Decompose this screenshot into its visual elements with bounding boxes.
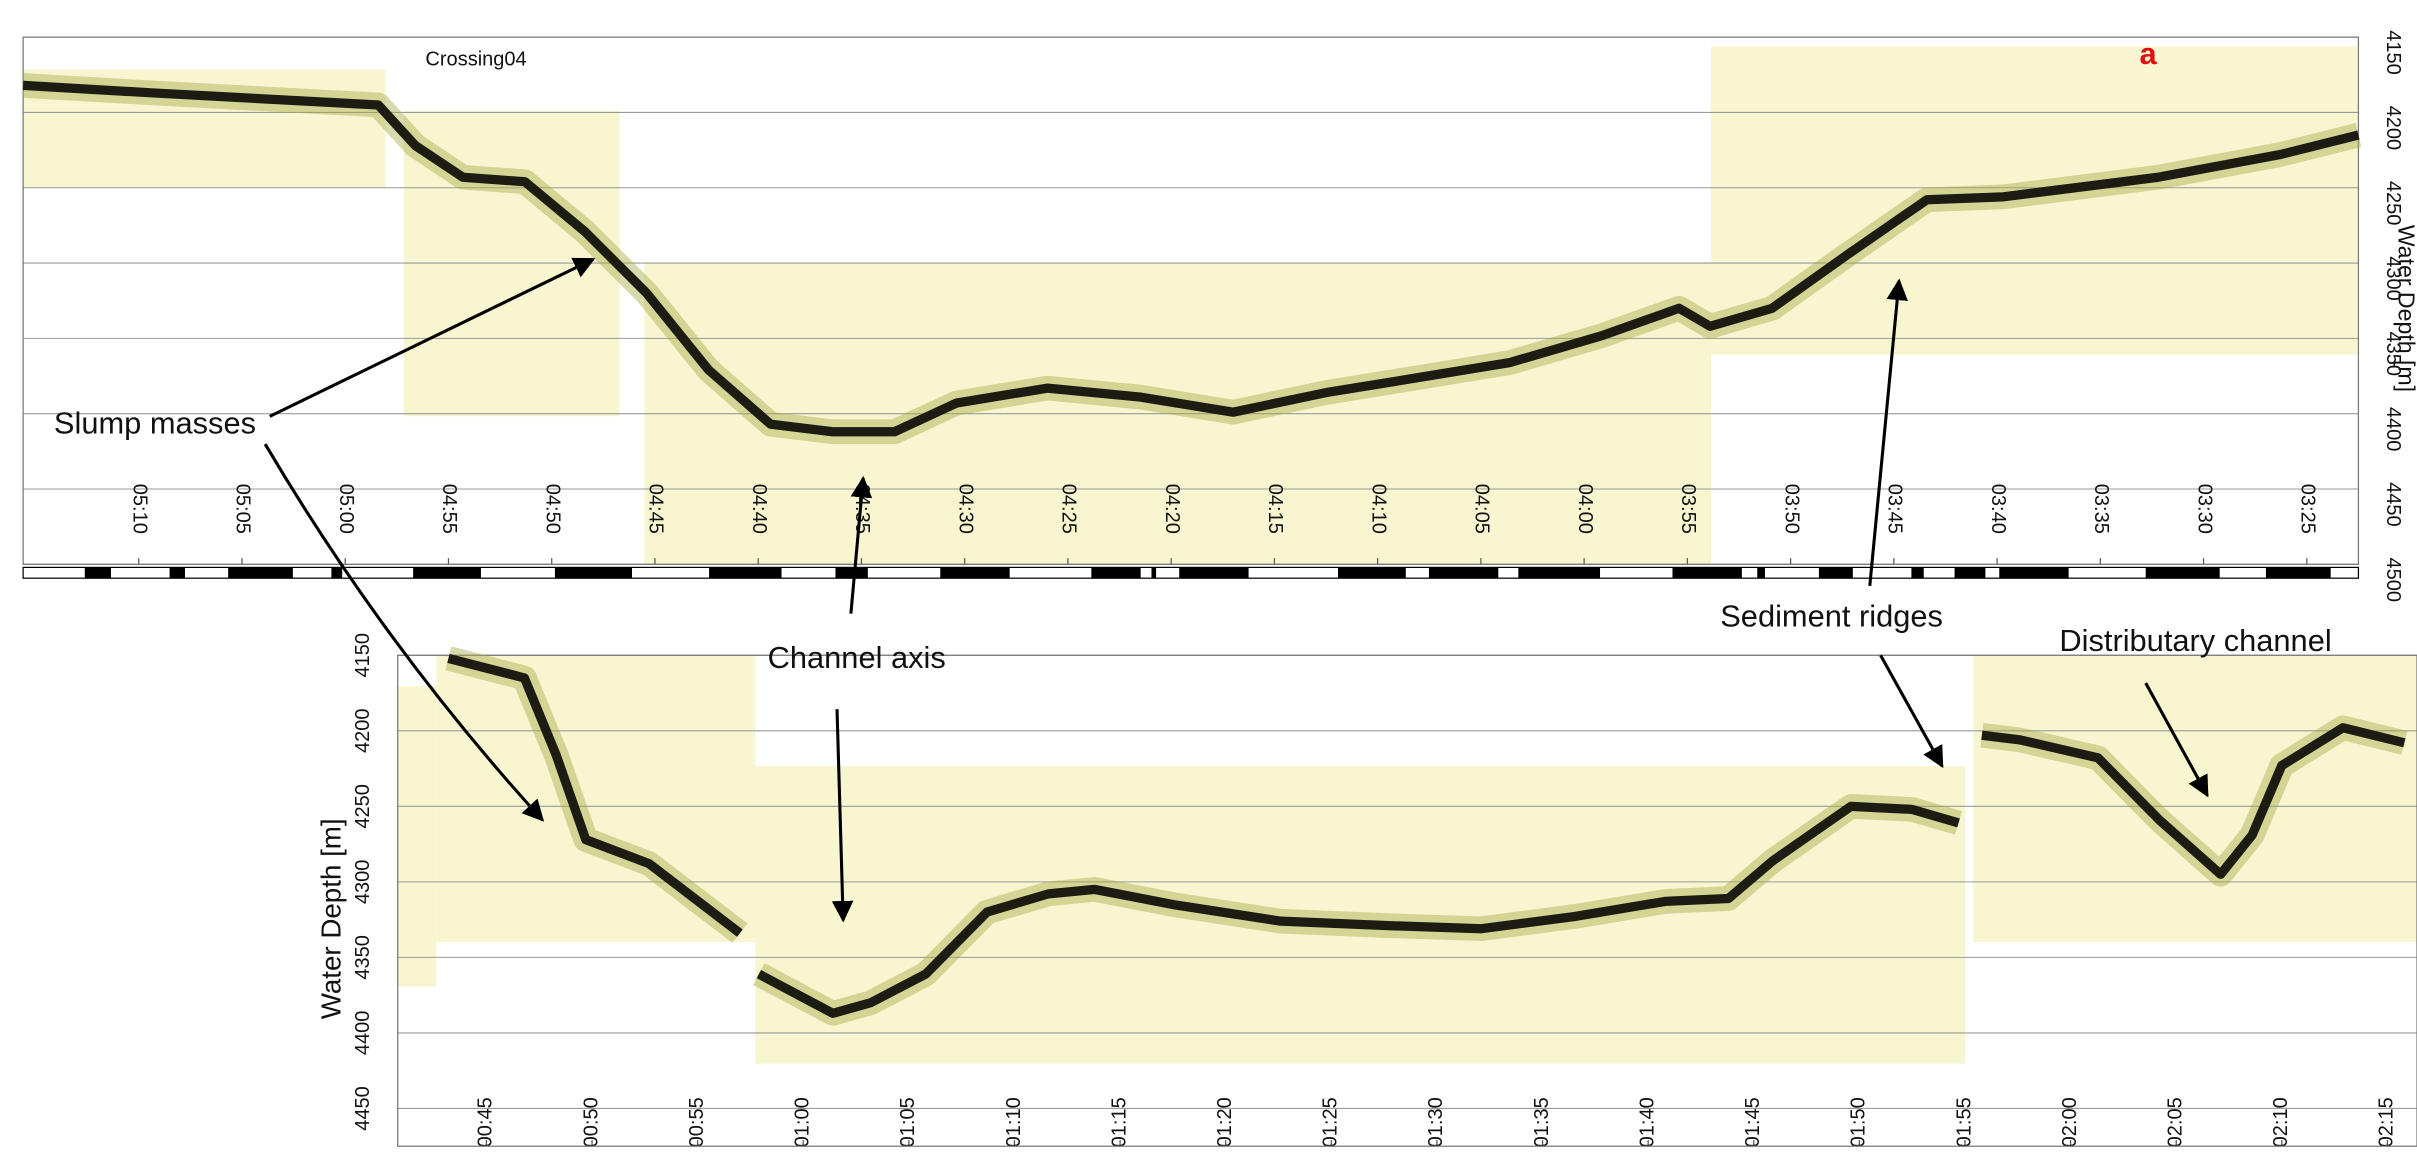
- y-tick-label: 4500: [2382, 557, 2404, 602]
- panel-label: a: [2140, 36, 2158, 71]
- annotation: Sediment ridges: [1720, 598, 1943, 633]
- x-tick-label: 03:40: [1987, 484, 2009, 534]
- time-strip: [23, 567, 2358, 578]
- y-tick-label: 4400: [2382, 407, 2404, 452]
- x-tick-label: 05:00: [335, 484, 357, 534]
- x-tick-label: 00:50: [580, 1097, 602, 1147]
- y-tick-label: 4450: [2382, 482, 2404, 527]
- figure: 4150 4200 4250 4300 4350 4400 4450 4500 05:10 05:…: [0, 0, 2417, 1161]
- x-tick-label: 01:40: [1636, 1097, 1658, 1147]
- y-tick-label: 4350: [352, 935, 374, 980]
- y-tick-label: 4200: [2382, 106, 2404, 151]
- x-tick-label: 01:30: [1425, 1097, 1447, 1147]
- y-tick-label: 4400: [352, 1011, 374, 1056]
- x-tick-label: 04:00: [1574, 484, 1596, 534]
- x-tick-label: 03:55: [1677, 484, 1699, 534]
- x-tick-label: 01:25: [1320, 1097, 1342, 1147]
- x-tick-label: 00:55: [686, 1097, 708, 1147]
- x-tick-label: 01:15: [1108, 1097, 1130, 1147]
- x-tick-label: 03:50: [1780, 484, 1802, 534]
- x-tick-label: 04:50: [541, 484, 563, 534]
- x-tick-label: 04:25: [1058, 484, 1080, 534]
- x-tick-label: 02:00: [2059, 1097, 2081, 1147]
- y-tick-label: 4150: [352, 633, 374, 678]
- y-axis-title: Water Depth [m]: [2394, 225, 2417, 392]
- x-tick-label: 04:55: [438, 484, 460, 534]
- y-tick-label: 4300: [352, 860, 374, 905]
- y-axis-title: Water Depth [m]: [315, 818, 346, 1019]
- page: {"chart_data": [ {"type": "line", "title…: [0, 0, 2417, 1161]
- x-tick-label: 02:15: [2376, 1097, 2398, 1147]
- y-tick-label: 4200: [352, 709, 374, 754]
- x-tick-label: 04:40: [748, 484, 770, 534]
- x-tick-label: 04:15: [1264, 484, 1286, 534]
- x-tick-label: 03:35: [2090, 484, 2112, 534]
- x-tick-label: 04:30: [954, 484, 976, 534]
- x-tick-label: 01:50: [1848, 1097, 1870, 1147]
- x-tick-label: 00:45: [475, 1097, 497, 1147]
- annotation: Slump masses: [54, 406, 256, 441]
- x-tick-label: 01:00: [792, 1097, 814, 1147]
- x-tick-label: 05:05: [232, 484, 254, 534]
- x-tick-label: 03:45: [1884, 484, 1906, 534]
- x-tick-label: 01:55: [1953, 1097, 1975, 1147]
- x-tick-label: 04:10: [1367, 484, 1389, 534]
- x-tick-label: 04:45: [645, 484, 667, 534]
- x-tick-label: 01:45: [1742, 1097, 1764, 1147]
- x-tick-label: 03:30: [2193, 484, 2215, 534]
- x-tick-label: 01:05: [897, 1097, 919, 1147]
- x-tick-label: 02:10: [2270, 1097, 2292, 1147]
- x-tick-label: 01:10: [1003, 1097, 1025, 1147]
- panel-title: Crossing04: [425, 49, 526, 71]
- x-tick-label: 03:25: [2297, 484, 2319, 534]
- y-tick-label: 4450: [352, 1086, 374, 1131]
- x-tick-label: 04:05: [1471, 484, 1493, 534]
- y-tick-label: 4150: [2382, 30, 2404, 75]
- x-tick-label: 04:20: [1161, 484, 1183, 534]
- x-tick-label: 02:05: [2165, 1097, 2187, 1147]
- annotation: Distributary channel: [2059, 623, 2331, 658]
- y-tick-label: 4250: [2382, 181, 2404, 226]
- x-tick-label: 01:35: [1531, 1097, 1553, 1147]
- x-tick-label: 05:10: [128, 484, 150, 534]
- x-tick-label: 01:20: [1214, 1097, 1236, 1147]
- y-tick-label: 4250: [352, 784, 374, 829]
- annotation: Channel axis: [768, 640, 946, 675]
